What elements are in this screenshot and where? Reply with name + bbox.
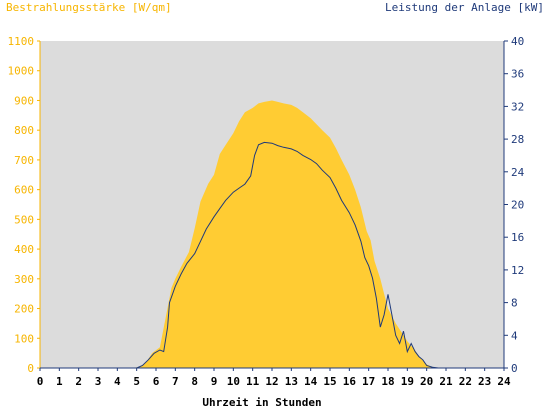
- right-tick-label: 20: [511, 199, 524, 212]
- right-tick-label: 24: [511, 166, 525, 179]
- x-axis-ticks: 0 1 2 3 4 5 6 7 8 9 10 11 12 13 14 15 16 17 18 19 20 21 22 23 24: [37, 368, 511, 388]
- x-tick-label: 23: [478, 375, 491, 388]
- right-axis-ticks: 0 4 8 12 16 20 24 28 32 36 40: [504, 35, 525, 375]
- x-tick-label: 21: [439, 375, 453, 388]
- irradiance-area: [40, 100, 504, 368]
- right-tick-label: 40: [511, 35, 524, 48]
- left-tick-label: 1100: [8, 35, 35, 48]
- x-tick-label: 1: [56, 375, 63, 388]
- right-tick-label: 12: [511, 264, 524, 277]
- left-tick-label: 100: [14, 332, 34, 345]
- x-tick-label: 24: [497, 375, 511, 388]
- left-tick-label: 700: [14, 154, 34, 167]
- x-axis-label: Uhrzeit in Stunden: [202, 396, 321, 408]
- left-tick-label: 400: [14, 243, 34, 256]
- x-tick-label: 9: [211, 375, 218, 388]
- x-tick-label: 7: [172, 375, 179, 388]
- x-tick-label: 5: [133, 375, 140, 388]
- x-tick-label: 14: [304, 375, 318, 388]
- right-tick-label: 32: [511, 100, 524, 113]
- x-tick-label: 0: [37, 375, 44, 388]
- x-tick-label: 19: [401, 375, 414, 388]
- x-tick-label: 2: [75, 375, 82, 388]
- x-tick-label: 12: [265, 375, 278, 388]
- x-tick-label: 3: [95, 375, 102, 388]
- right-tick-label: 8: [511, 297, 518, 310]
- left-tick-label: 0: [27, 362, 34, 375]
- x-tick-label: 4: [114, 375, 121, 388]
- x-tick-label: 8: [191, 375, 198, 388]
- x-tick-label: 10: [227, 375, 240, 388]
- left-tick-label: 900: [14, 94, 34, 107]
- left-tick-label: 200: [14, 303, 34, 316]
- x-tick-label: 20: [420, 375, 433, 388]
- x-tick-label: 15: [323, 375, 336, 388]
- x-tick-label: 13: [285, 375, 298, 388]
- right-tick-label: 28: [511, 133, 524, 146]
- power-line: [40, 141, 504, 369]
- right-tick-label: 0: [511, 362, 518, 375]
- x-tick-label: 6: [153, 375, 160, 388]
- x-tick-label: 22: [459, 375, 472, 388]
- left-tick-label: 300: [14, 273, 34, 286]
- left-tick-label: 600: [14, 184, 34, 197]
- x-tick-label: 16: [343, 375, 357, 388]
- left-tick-label: 500: [14, 213, 34, 226]
- left-axis-title: Bestrahlungsstärke [W/qm]: [6, 1, 172, 14]
- x-tick-label: 18: [381, 375, 394, 388]
- right-tick-label: 36: [511, 68, 524, 81]
- right-tick-label: 16: [511, 231, 524, 244]
- left-tick-label: 1000: [8, 65, 35, 78]
- left-axis-ticks: 0 100 200 300 400 500 600 700 800 900 1000 1100: [8, 35, 40, 375]
- right-axis-title: Leistung der Anlage [kW]: [385, 1, 544, 14]
- left-tick-label: 800: [14, 124, 34, 137]
- x-tick-label: 11: [246, 375, 260, 388]
- right-tick-label: 4: [511, 329, 518, 342]
- x-tick-label: 17: [362, 375, 375, 388]
